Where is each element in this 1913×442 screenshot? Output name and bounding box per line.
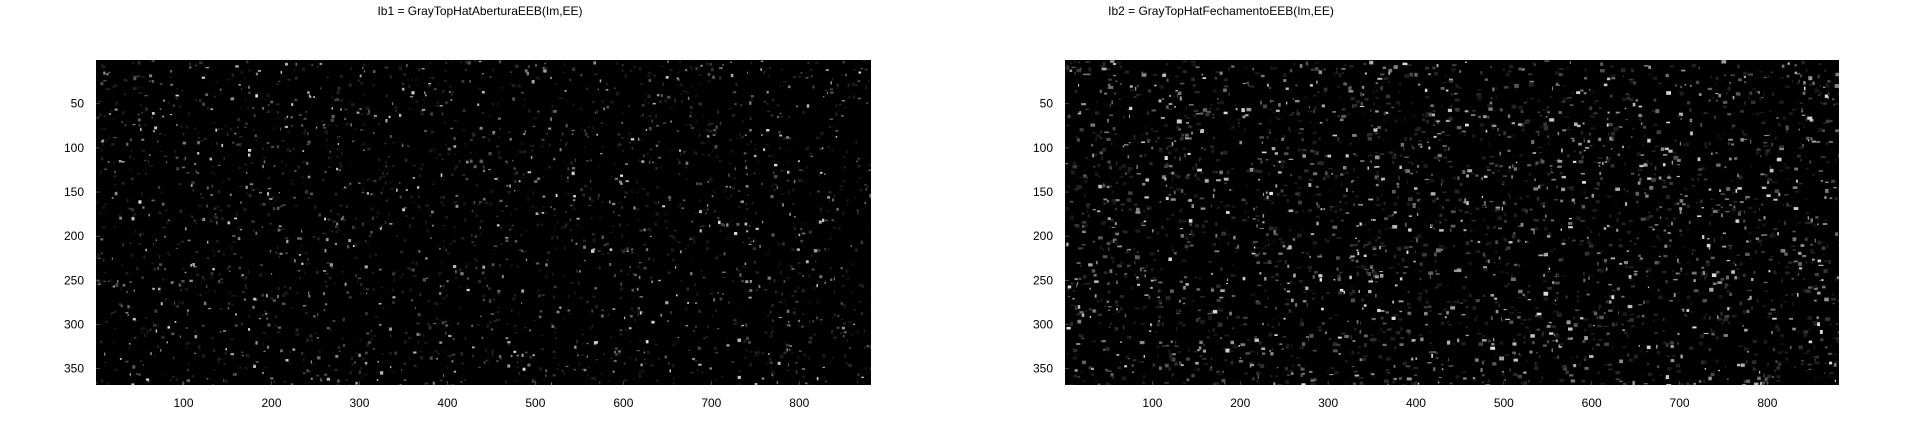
x-tick-label: 600: [613, 396, 633, 410]
y-tick-label: 300: [64, 318, 84, 332]
y-tick-label: 50: [71, 97, 85, 111]
x-tick-label: 100: [1142, 396, 1162, 410]
x-tick-label: 200: [1230, 396, 1250, 410]
y-tick-label: 200: [1033, 229, 1053, 243]
y-tick-label: 250: [64, 273, 84, 287]
x-tick-label: 700: [1670, 396, 1690, 410]
chart-title: Ib2 = GrayTopHatFechamentoEEB(Im,EE): [1108, 4, 1334, 18]
x-tick-label: 400: [1406, 396, 1426, 410]
y-tick-label: 150: [1033, 185, 1053, 199]
x-tick-label: 500: [1494, 396, 1514, 410]
y-tick-label: 250: [1033, 273, 1053, 287]
y-tick-label: 100: [64, 141, 84, 155]
x-tick-label: 800: [789, 396, 809, 410]
y-tick-label: 350: [1033, 362, 1053, 376]
x-tick-label: 700: [701, 396, 721, 410]
x-tick-label: 600: [1582, 396, 1602, 410]
x-tick-label: 400: [437, 396, 457, 410]
y-tick-label: 350: [64, 362, 84, 376]
y-tick-label: 200: [64, 229, 84, 243]
chart-panel-ib1: Ib1 = GrayTopHatAberturaEEB(Im,EE) 100 20…: [0, 0, 956, 442]
y-tick-label: 100: [1033, 141, 1053, 155]
y-tick-label: 150: [64, 185, 84, 199]
heatmap-plot-ib1: 100 200 300 400 500 600 700 800 50 100 150 200 250 30…: [64, 60, 871, 410]
heatmap-plot-ib2: 100 200 300 400 500 600 700 800 50 100 150 200 250 30…: [1033, 60, 1839, 410]
x-tick-label: 200: [261, 396, 281, 410]
chart-title: Ib1 = GrayTopHatAberturaEEB(Im,EE): [377, 4, 583, 18]
image-texture: [96, 60, 871, 385]
y-tick-label: 50: [1040, 97, 1054, 111]
image-texture: [1065, 60, 1839, 385]
y-tick-label: 300: [1033, 318, 1053, 332]
x-tick-label: 500: [525, 396, 545, 410]
chart-panel-ib2: Ib2 = GrayTopHatFechamentoEEB(Im,EE) 100…: [956, 0, 1912, 442]
x-tick-label: 100: [174, 396, 194, 410]
x-tick-label: 800: [1757, 396, 1777, 410]
x-tick-label: 300: [349, 396, 369, 410]
x-tick-label: 300: [1318, 396, 1338, 410]
